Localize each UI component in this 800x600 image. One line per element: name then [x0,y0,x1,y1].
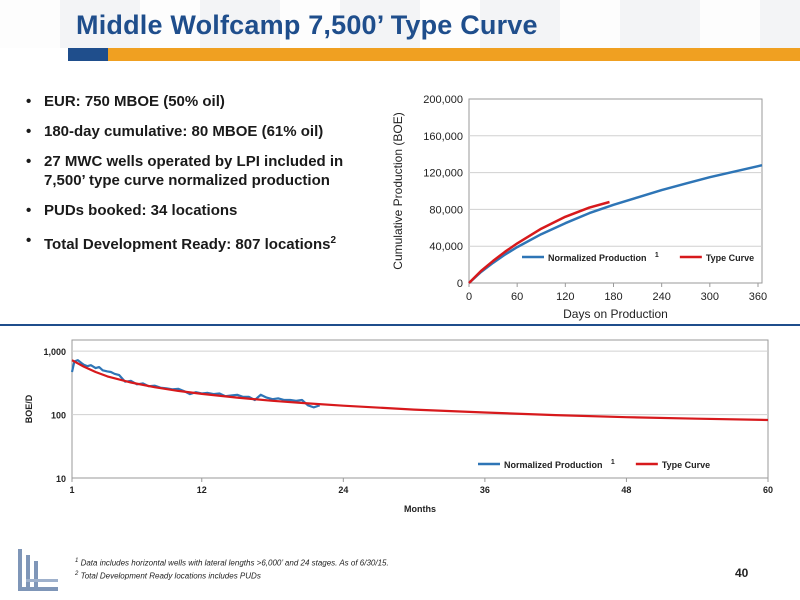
y-tick-label: 200,000 [423,94,463,106]
bullet-item: • PUDs booked: 34 locations [26,201,371,220]
x-tick-label: 48 [621,485,631,495]
y-axis-label: Cumulative Production (BOE) [391,112,405,269]
series-line-type-curve [468,200,610,284]
footnote-2: 2 Total Development Ready locations incl… [75,570,261,581]
bullet-item: • 180-day cumulative: 80 MBOE (61% oil) [26,122,371,141]
plot-area [468,98,763,284]
legend-label: Normalized Production [548,253,647,263]
x-axis-label: Days on Production [563,307,668,321]
x-axis-label: Months [404,504,436,514]
bullet-item: • Total Development Ready: 807 locations2 [26,231,371,254]
company-logo-icon [18,549,58,591]
y-axis-label: BOE/D [24,394,34,423]
x-tick-label: 36 [480,485,490,495]
title-underline-orange [108,48,800,61]
x-tick-label: 12 [197,485,207,495]
x-tick-label: 0 [466,291,472,303]
x-tick-label: 240 [652,291,670,303]
legend-label: Type Curve [662,460,710,470]
legend-superscript: 1 [611,459,615,466]
bullet-list: • EUR: 750 MBOE (50% oil) • 180-day cumula… [26,92,371,265]
x-tick-label: 60 [511,291,523,303]
bullet-text: Total Development Ready: 807 locations [44,236,331,253]
bullet-text: EUR: 750 MBOE (50% oil) [44,93,225,110]
y-tick-label: 120,000 [423,168,463,180]
y-tick-label: 160,000 [423,131,463,143]
y-tick-label: 80,000 [429,204,463,216]
y-tick-label: 0 [457,278,463,290]
x-tick-label: 1 [69,485,74,495]
footnote-1: 1 Data includes horizontal wells with la… [75,558,389,568]
legend-superscript: 1 [655,252,659,259]
section-divider [0,324,800,326]
bullet-item: • 27 MWC wells operated by LPI included i… [26,152,371,190]
cumulative-chart-svg: 0 40,000 80,000 120,000 160,000 200,000 0 60 120… [391,94,767,321]
title-underline-blue [68,48,108,61]
y-tick-label: 1,000 [43,347,66,357]
y-tick-label: 40,000 [429,241,463,253]
bullet-icon: • [26,93,32,110]
bullet-text: 180-day cumulative: 80 MBOE (61% oil) [44,123,324,140]
bullet-icon: • [26,123,32,140]
series-line-normalized-production [468,163,763,284]
y-tick-label: 10 [56,474,66,484]
bullet-icon: • [26,153,32,170]
footnotes: 1 Data includes horizontal wells with la… [75,556,389,581]
rate-chart: 10 100 1,000 1 12 24 36 48 60 Months BOE/D Normaliz… [14,332,786,520]
x-tick-label: 360 [749,291,767,303]
bullet-superscript: 2 [330,235,337,246]
bullet-item: • EUR: 750 MBOE (50% oil) [26,92,371,111]
x-tick-label: 300 [701,291,719,303]
bullet-icon: • [26,202,32,219]
x-tick-label: 60 [763,485,773,495]
rate-chart-svg: 10 100 1,000 1 12 24 36 48 60 Months BOE/D Normaliz… [24,339,773,514]
legend-label: Type Curve [706,253,754,263]
x-tick-label: 24 [338,485,348,495]
x-tick-label: 120 [556,291,574,303]
bullet-text: PUDs booked: 34 locations [44,202,238,219]
cumulative-chart: 0 40,000 80,000 120,000 160,000 200,000 0 60 120… [380,86,775,324]
y-tick-label: 100 [51,411,66,421]
bullet-text: 27 MWC wells operated by LPI included in… [44,153,344,189]
series-line-normalized-production [70,359,321,409]
x-tick-label: 180 [604,291,622,303]
series-line-type-curve [71,359,769,422]
bullet-icon: • [26,232,32,249]
page-number: 40 [735,566,749,580]
slide-title: Middle Wolfcamp 7,500’ Type Curve [76,10,538,40]
legend-label: Normalized Production [504,460,603,470]
